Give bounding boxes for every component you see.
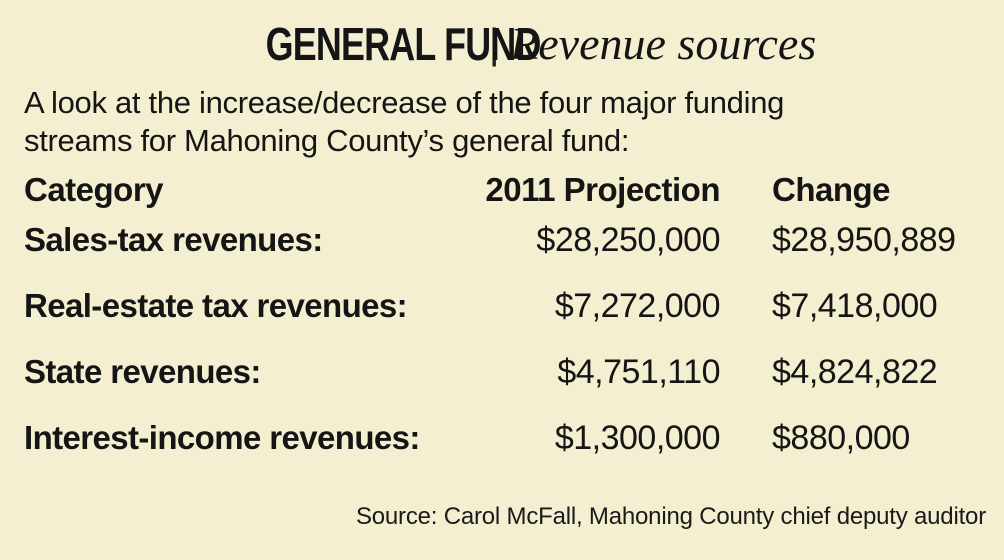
headline: GENERAL FUND | Revenue sources: [0, 16, 1004, 72]
header-projection: 2011 Projection: [485, 171, 720, 208]
table-row: Real-estate tax revenues: $7,272,000 $7,…: [24, 280, 984, 346]
headline-subtitle: Revenue sources: [510, 18, 817, 69]
row-category: State revenues:: [24, 353, 261, 390]
header-category: Category: [24, 171, 164, 208]
intro-text: A look at the increase/decrease of the f…: [24, 84, 984, 160]
row-projection: $1,300,000: [554, 419, 721, 457]
table-header-row: Category 2011 Projection Change: [24, 166, 984, 214]
row-projection: $7,272,000: [554, 287, 721, 325]
headline-separator: |: [488, 20, 500, 67]
row-projection: $4,751,110: [557, 353, 720, 391]
table-row: Interest-income revenues: $1,300,000 $88…: [24, 412, 984, 478]
headline-main: GENERAL FUND: [265, 18, 541, 70]
table-row: Sales-tax revenues: $28,250,000 $28,950,…: [24, 214, 984, 280]
row-change: $4,824,822: [772, 353, 938, 391]
intro-line-1: A look at the increase/decrease of the f…: [24, 85, 785, 120]
intro-line-2: streams for Mahoning County’s general fu…: [24, 123, 630, 158]
row-category: Real-estate tax revenues:: [24, 287, 408, 324]
header-change: Change: [772, 171, 891, 208]
row-change: $880,000: [772, 419, 910, 457]
row-change: $7,418,000: [772, 287, 938, 325]
source-credit: Source: Carol McFall, Mahoning County ch…: [355, 503, 986, 530]
row-change: $28,950,889: [772, 221, 956, 259]
row-projection: $28,250,000: [536, 221, 720, 259]
revenue-table: Category 2011 Projection Change Sales-ta…: [24, 166, 984, 478]
table-row: State revenues: $4,751,110 $4,824,822: [24, 346, 984, 412]
row-category: Sales-tax revenues:: [24, 221, 323, 258]
row-category: Interest-income revenues:: [24, 419, 420, 456]
